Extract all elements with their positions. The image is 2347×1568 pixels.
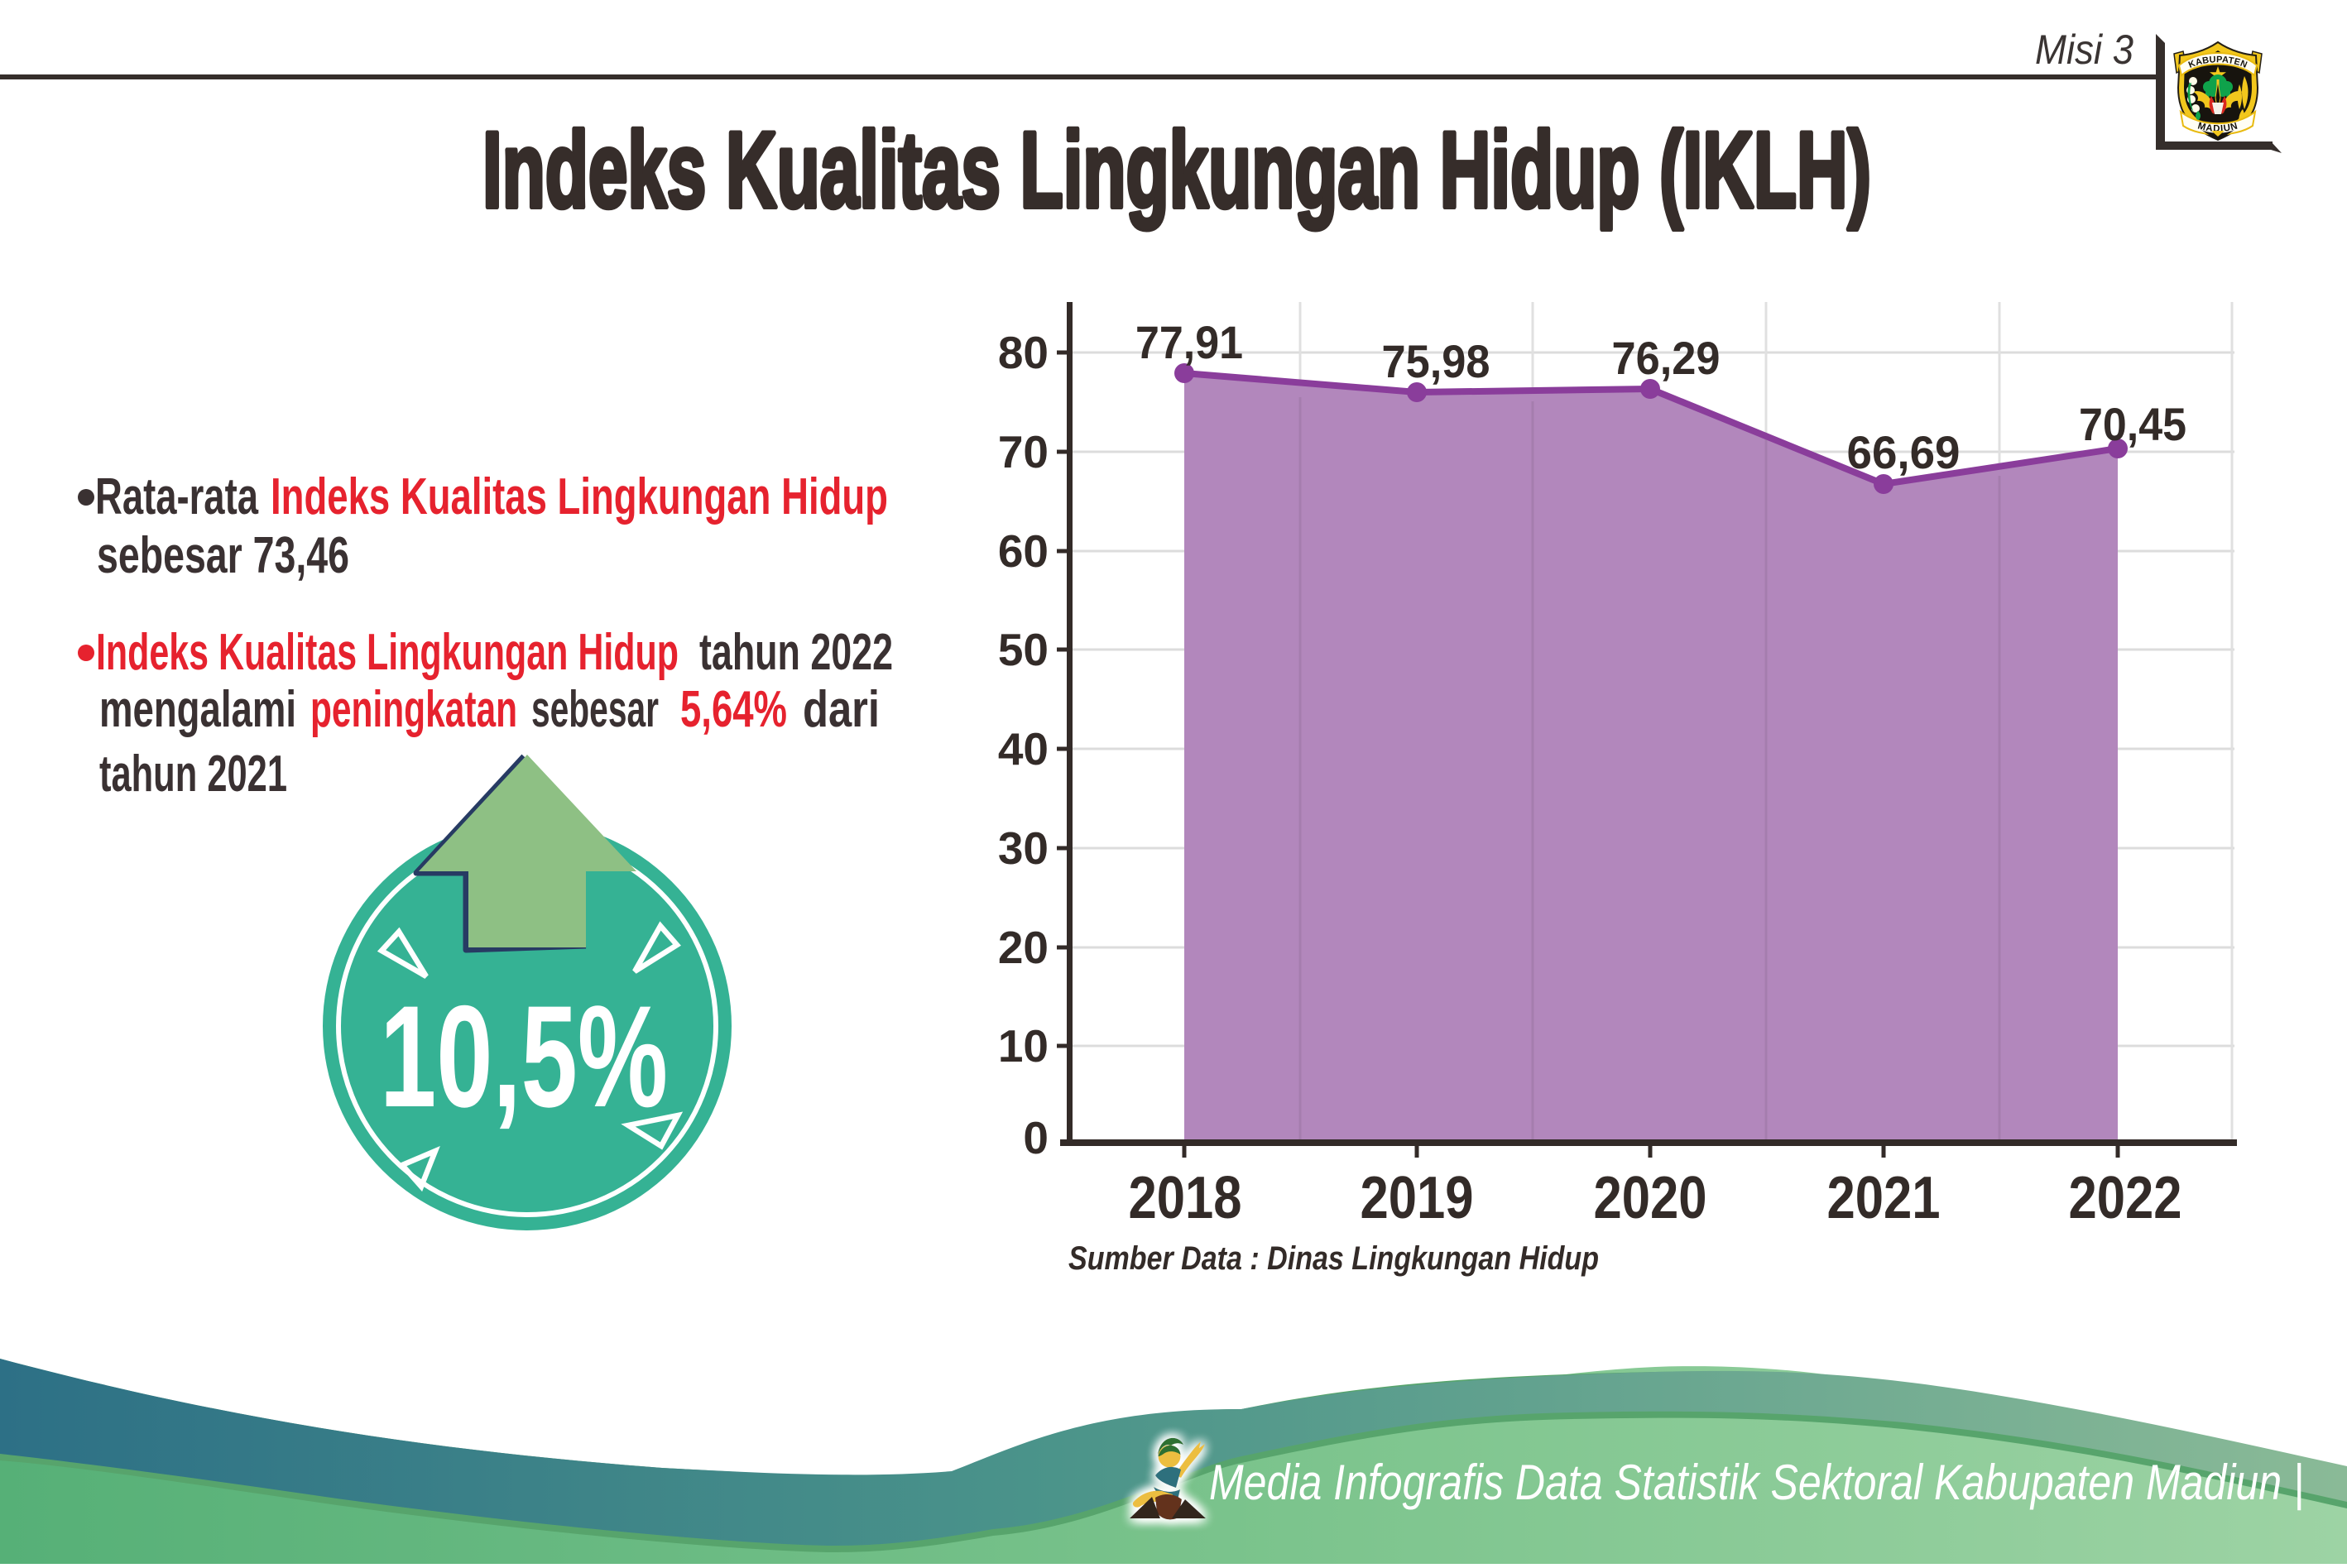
svg-text:76,29: 76,29 [1612, 332, 1721, 384]
svg-text:20: 20 [998, 922, 1049, 973]
svg-text:0: 0 [1023, 1112, 1049, 1163]
svg-text:2020: 2020 [1594, 1165, 1707, 1231]
svg-text:Indeks Kualitas Lingkungan Hid: Indeks Kualitas Lingkungan Hidup [271, 468, 888, 525]
svg-text:tahun 2022: tahun 2022 [699, 624, 893, 681]
svg-text:tahun 2021: tahun 2021 [99, 746, 287, 803]
svg-text:Indeks Kualitas Lingkungan Hid: Indeks Kualitas Lingkungan Hidup [96, 624, 679, 681]
svg-text:10: 10 [998, 1020, 1049, 1072]
svg-text:50: 50 [998, 624, 1049, 675]
svg-text:sebesar: sebesar [531, 681, 659, 738]
svg-text:40: 40 [998, 723, 1049, 774]
svg-text:30: 30 [998, 822, 1049, 874]
svg-text:80: 80 [998, 327, 1049, 378]
svg-text:Sumber Data : Dinas Lingkungan: Sumber Data : Dinas Lingkungan Hidup [1068, 1240, 1599, 1277]
svg-text:2022: 2022 [2069, 1165, 2182, 1231]
svg-text:10,5%: 10,5% [380, 976, 668, 1138]
svg-text:sebesar 73,46: sebesar 73,46 [97, 527, 349, 584]
svg-text:5,64%: 5,64% [680, 681, 787, 738]
svg-text:75,98: 75,98 [1382, 335, 1490, 387]
svg-text:mengalami: mengalami [99, 681, 296, 738]
svg-text:2018: 2018 [1129, 1165, 1242, 1231]
svg-text:Rata-rata: Rata-rata [95, 468, 258, 525]
svg-text:77,91: 77,91 [1135, 316, 1243, 368]
svg-text:peningkatan: peningkatan [310, 681, 517, 738]
svg-text:Media Infografis Data Statisti: Media Infografis Data Statistik Sektoral… [1209, 1455, 2304, 1511]
svg-text:Misi 3: Misi 3 [2035, 26, 2133, 73]
svg-text:60: 60 [998, 525, 1049, 577]
svg-text:66,69: 66,69 [1847, 426, 1961, 478]
svg-text:70,45: 70,45 [2079, 398, 2186, 450]
svg-text:2021: 2021 [1827, 1165, 1941, 1231]
svg-text:2019: 2019 [1361, 1165, 1474, 1231]
svg-text:dari: dari [803, 681, 880, 738]
svg-text:70: 70 [998, 426, 1049, 477]
svg-text:MADIUN: MADIUN [2196, 121, 2239, 134]
svg-text:Indeks Kualitas Lingkungan Hid: Indeks Kualitas Lingkungan Hidup (IKLH) [482, 109, 1871, 230]
